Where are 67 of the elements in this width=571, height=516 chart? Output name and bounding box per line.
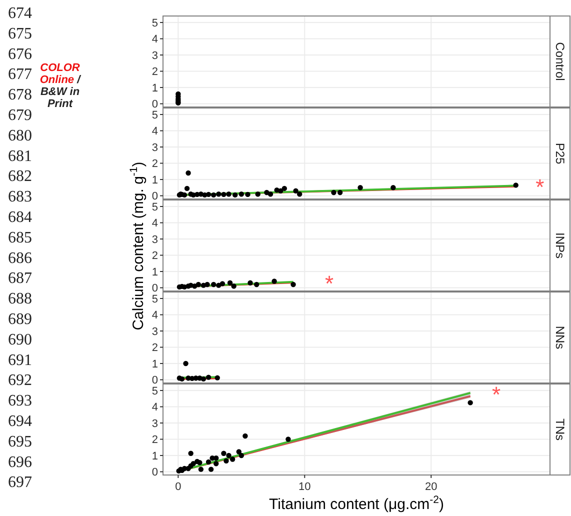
x-tick-label: 0 — [175, 481, 182, 493]
text: 696 — [8, 454, 32, 471]
text: 682 — [8, 168, 32, 186]
text: P25 — [553, 142, 567, 164]
text: INPs — [553, 232, 567, 259]
y-tick-label: 0 — [152, 190, 158, 203]
text: 683 — [8, 188, 32, 206]
text: 676 — [8, 46, 32, 63]
annotation: * — [492, 382, 502, 407]
y-tick-label: 4 — [152, 126, 158, 138]
text: 693 — [8, 392, 32, 410]
text: 690 — [8, 331, 32, 348]
text: COLOR Online / B&W in Print — [40, 62, 82, 110]
x-tick-label: 20 — [424, 481, 438, 493]
y-tick-label: 0 — [152, 466, 158, 479]
y-tick-label: 2 — [152, 434, 158, 446]
text: 687 — [8, 270, 32, 288]
y-tick-label: 4 — [152, 218, 158, 230]
y-tick-label: 5 — [152, 17, 158, 30]
y-tick-label: 0 — [152, 374, 158, 387]
y-tick-label: 5 — [152, 109, 158, 122]
text: 684 — [8, 209, 32, 226]
y-tick-label: 4 — [152, 402, 158, 414]
text: 688 — [8, 290, 32, 308]
y-tick-label: 2 — [152, 342, 158, 354]
text: 686 — [8, 250, 32, 267]
y-tick-label: 3 — [152, 234, 158, 246]
text: 691 — [8, 352, 32, 369]
y-tick-label: 3 — [152, 50, 158, 62]
y-tick-label: 3 — [152, 326, 158, 338]
text: 685 — [8, 229, 32, 246]
text: 695 — [8, 433, 32, 450]
y-tick-label: 3 — [152, 418, 158, 430]
y-tick-label: 5 — [152, 385, 158, 398]
y-tick-label: 1 — [152, 174, 158, 186]
annotation: * — [536, 174, 545, 200]
x-tick-label: 10 — [298, 481, 311, 493]
y-tick-label: 5 — [152, 293, 158, 306]
text: 681 — [8, 148, 32, 165]
x-axis-title: Titanium content (μg.cm$^{-2}$) — [269, 494, 444, 513]
annotation: * — [324, 270, 334, 296]
y-tick-label: 2 — [152, 158, 158, 170]
y-tick-label: 3 — [152, 142, 158, 154]
y-tick-label: 2 — [152, 66, 158, 78]
y-tick-label: 1 — [152, 82, 158, 94]
text: Control — [553, 42, 567, 81]
text: 697 — [8, 474, 32, 492]
text: TNs — [553, 418, 567, 440]
y-tick-label: 5 — [152, 201, 158, 214]
y-tick-label: 2 — [152, 250, 158, 262]
y-tick-label: 4 — [152, 310, 158, 322]
y-tick-label: 4 — [152, 34, 158, 46]
y-tick-label: 1 — [152, 266, 158, 278]
text: NNs — [553, 326, 567, 350]
y-tick-label: 1 — [152, 358, 158, 370]
text: 679 — [8, 107, 32, 124]
text: 674 — [8, 5, 32, 22]
text: 678 — [8, 86, 32, 104]
y-tick-label: 1 — [152, 450, 158, 462]
text: 689 — [8, 311, 32, 328]
y-tick-label: 0 — [152, 282, 158, 295]
text: 677 — [8, 66, 32, 84]
text: 680 — [8, 127, 32, 144]
y-tick-label: 0 — [152, 98, 158, 111]
text: 692 — [8, 372, 32, 390]
text: 694 — [8, 413, 32, 430]
text: 675 — [8, 25, 32, 42]
